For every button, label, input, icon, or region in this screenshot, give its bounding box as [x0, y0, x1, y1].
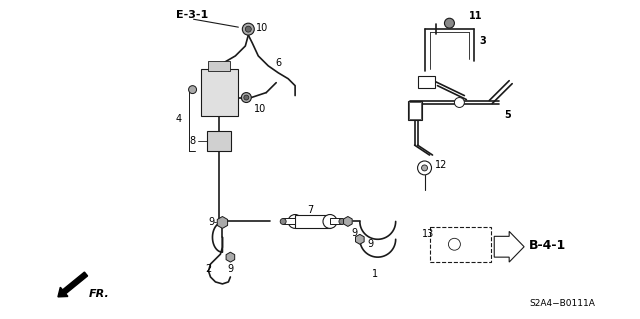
Text: FR.: FR. — [89, 289, 109, 299]
Text: 9: 9 — [368, 239, 374, 249]
Circle shape — [244, 95, 249, 100]
Text: 4: 4 — [175, 114, 182, 124]
Text: 2: 2 — [205, 264, 212, 274]
Bar — [209, 61, 230, 71]
Circle shape — [189, 85, 196, 93]
Text: 12: 12 — [435, 160, 447, 170]
Text: 10: 10 — [256, 23, 269, 33]
Text: 9: 9 — [209, 218, 214, 227]
Circle shape — [454, 98, 465, 108]
Bar — [408, 100, 422, 120]
Bar — [207, 131, 232, 151]
Circle shape — [280, 219, 286, 225]
Polygon shape — [226, 252, 235, 262]
Circle shape — [444, 18, 454, 28]
Polygon shape — [217, 217, 228, 228]
Text: 9: 9 — [352, 228, 358, 238]
Text: 1: 1 — [372, 269, 378, 279]
Circle shape — [339, 219, 345, 225]
Text: 3: 3 — [479, 36, 486, 46]
Circle shape — [245, 26, 252, 32]
Circle shape — [243, 23, 254, 35]
Circle shape — [323, 214, 337, 228]
Circle shape — [241, 93, 252, 102]
Circle shape — [422, 165, 428, 171]
Text: 6: 6 — [275, 58, 282, 68]
Text: S2A4−B0111A: S2A4−B0111A — [529, 299, 595, 308]
Bar — [200, 69, 238, 116]
Text: E-3-1: E-3-1 — [175, 10, 208, 20]
Text: 9: 9 — [227, 264, 234, 274]
Text: 7: 7 — [307, 204, 313, 215]
Polygon shape — [355, 234, 364, 244]
Text: 8: 8 — [189, 136, 196, 146]
Bar — [417, 76, 435, 88]
Text: 5: 5 — [504, 110, 511, 120]
Circle shape — [449, 238, 460, 250]
Circle shape — [288, 214, 302, 228]
Text: 10: 10 — [254, 104, 266, 115]
Polygon shape — [494, 231, 524, 262]
Text: B-4-1: B-4-1 — [529, 239, 566, 252]
Bar — [330, 219, 342, 225]
Text: 11: 11 — [469, 11, 483, 21]
Bar — [429, 227, 492, 262]
Circle shape — [417, 161, 431, 175]
Bar — [295, 214, 330, 228]
FancyArrow shape — [58, 272, 88, 297]
Bar — [408, 101, 420, 119]
Polygon shape — [344, 217, 352, 226]
Bar — [283, 219, 295, 225]
Text: 13: 13 — [422, 229, 434, 239]
